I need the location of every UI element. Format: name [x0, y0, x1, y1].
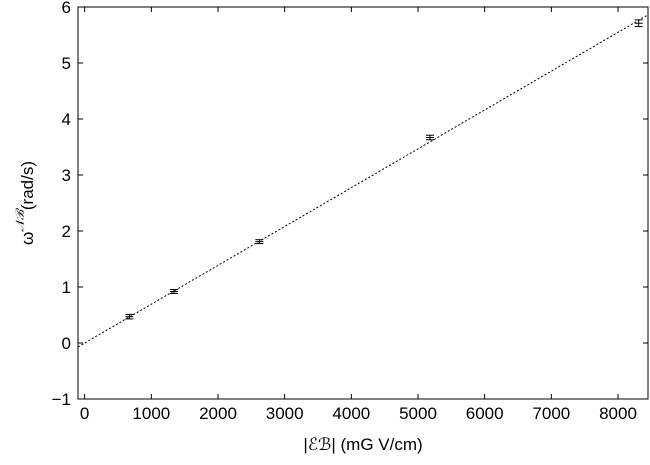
- ticks-layer: 0 1000 2000 3000 4000 5000 6000 7000 8000 −1 0 1 2 3 4…: [52, 0, 648, 423]
- y-axis-label-symbol: ω: [18, 232, 37, 245]
- x-tick-label: 5000: [399, 404, 437, 423]
- y-tick-label: 1: [62, 278, 71, 297]
- fit-line-layer: [77, 14, 649, 348]
- y-tick-label: 3: [62, 166, 71, 185]
- plot-frame: [77, 6, 649, 400]
- data-point: [125, 313, 134, 320]
- y-tick-label: 2: [62, 222, 71, 241]
- y-axis-label: ω𝒩ℬ(rad/s): [13, 161, 37, 245]
- y-tick-label: −1: [52, 390, 71, 409]
- data-point: [426, 134, 434, 141]
- data-points-layer: [125, 19, 643, 320]
- data-point: [255, 239, 264, 245]
- x-tick-label: 2000: [199, 404, 237, 423]
- x-tick-label: 8000: [599, 404, 637, 423]
- x-tick-label: 7000: [532, 404, 570, 423]
- x-tick-label: 3000: [266, 404, 304, 423]
- y-tick-label: 4: [62, 110, 71, 129]
- x-tick-label: 1000: [132, 404, 170, 423]
- data-point: [170, 289, 178, 294]
- y-axis-label-unit: (rad/s): [18, 161, 37, 210]
- fit-line: [77, 14, 649, 348]
- data-point: [634, 19, 643, 28]
- x-tick-label: 4000: [332, 404, 370, 423]
- y-tick-label: 0: [62, 334, 71, 353]
- x-tick-label: 0: [80, 404, 89, 423]
- y-tick-label: 6: [62, 0, 71, 17]
- x-axis-label: |ℰℬ| (mG V/cm): [303, 435, 422, 454]
- x-tick-label: 6000: [466, 404, 504, 423]
- y-axis-label-superscript: 𝒩ℬ: [13, 207, 27, 231]
- y-tick-label: 5: [62, 54, 71, 73]
